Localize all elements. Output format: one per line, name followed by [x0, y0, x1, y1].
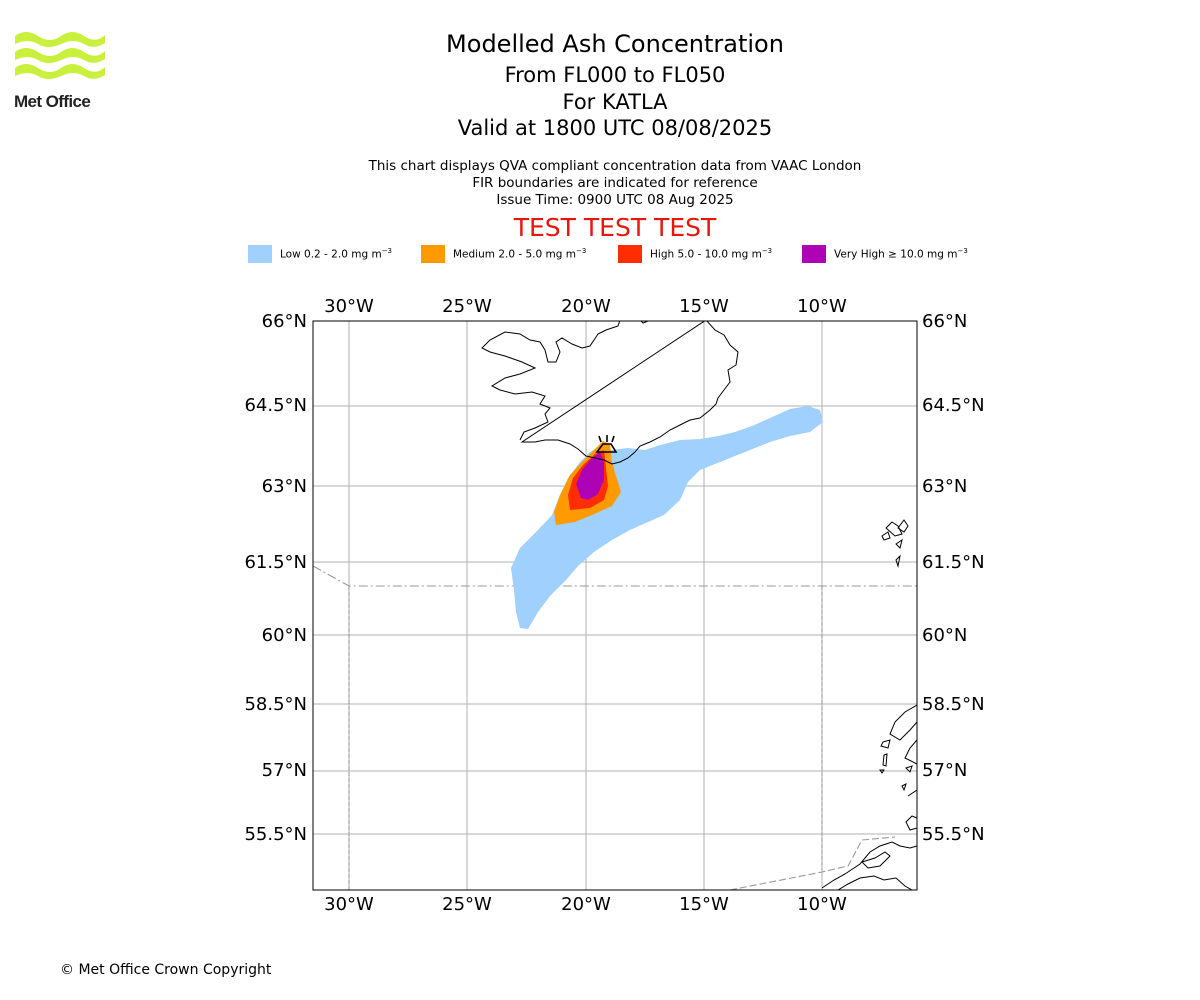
- legend-swatch-medium: [421, 245, 445, 263]
- info-line-compliance: This chart displays QVA compliant concen…: [368, 158, 862, 174]
- svg-text:55.5°N: 55.5°N: [922, 824, 985, 845]
- copyright-notice: © Met Office Crown Copyright: [60, 962, 272, 978]
- coastline-scotland: [879, 704, 917, 831]
- graticule: [313, 321, 917, 890]
- svg-text:57°N: 57°N: [922, 760, 967, 781]
- legend-label-high: High 5.0 - 10.0 mg m: [650, 248, 762, 261]
- info-line-fir: FIR boundaries are indicated for referen…: [472, 175, 758, 191]
- valid-time: Valid at 1800 UTC 08/08/2025: [457, 116, 773, 140]
- svg-text:55.5°N: 55.5°N: [244, 824, 307, 845]
- svg-text:63°N: 63°N: [922, 476, 967, 497]
- svg-text:25°W: 25°W: [442, 296, 492, 317]
- logo-text: Met Office: [14, 92, 91, 111]
- map-frame: [312, 320, 918, 891]
- lon-labels-top: 30°W 25°W 20°W 15°W 10°W: [324, 296, 847, 317]
- lat-labels-right: 66°N 64.5°N 63°N 61.5°N 60°N 58.5°N 57°N…: [922, 311, 985, 845]
- svg-text:58.5°N: 58.5°N: [922, 694, 985, 715]
- legend-label-very-high: Very High ≥ 10.0 mg m: [834, 248, 958, 261]
- svg-text:15°W: 15°W: [679, 296, 729, 317]
- coastline-faroe-islands: [881, 519, 909, 568]
- legend-item-low: Low 0.2 - 2.0 mg m−3: [248, 244, 392, 264]
- legend-item-very-high: Very High ≥ 10.0 mg m−3: [802, 244, 968, 264]
- legend-item-high: High 5.0 - 10.0 mg m−3: [618, 244, 772, 264]
- svg-text:64.5°N: 64.5°N: [244, 395, 307, 416]
- svg-text:63°N: 63°N: [262, 476, 307, 497]
- met-office-logo: Met Office: [14, 30, 108, 112]
- legend-label-medium: Medium 2.0 - 5.0 mg m: [453, 248, 576, 261]
- legend-label-low: Low 0.2 - 2.0 mg m: [280, 248, 382, 261]
- svg-text:61.5°N: 61.5°N: [244, 552, 307, 573]
- legend-swatch-high: [618, 245, 642, 263]
- svg-text:10°W: 10°W: [797, 894, 847, 915]
- svg-text:15°W: 15°W: [679, 894, 729, 915]
- fir-boundaries: [313, 565, 917, 890]
- svg-text:57°N: 57°N: [262, 760, 307, 781]
- svg-text:30°W: 30°W: [324, 894, 374, 915]
- legend-item-medium: Medium 2.0 - 5.0 mg m−3: [421, 244, 586, 264]
- test-banner: TEST TEST TEST: [513, 213, 717, 242]
- katla-volcano-icon: [595, 435, 618, 453]
- met-office-waves-icon: [15, 32, 105, 79]
- svg-text:66°N: 66°N: [262, 311, 307, 332]
- svg-text:10°W: 10°W: [797, 296, 847, 317]
- svg-text:64.5°N: 64.5°N: [922, 395, 985, 416]
- svg-text:60°N: 60°N: [922, 625, 967, 646]
- svg-text:20°W: 20°W: [561, 296, 611, 317]
- legend-swatch-low: [248, 245, 272, 263]
- svg-text:66°N: 66°N: [922, 311, 967, 332]
- flight-level-range: From FL000 to FL050: [504, 63, 726, 87]
- info-line-issue-time: Issue Time: 0900 UTC 08 Aug 2025: [496, 192, 734, 208]
- svg-text:58.5°N: 58.5°N: [244, 694, 307, 715]
- svg-text:25°W: 25°W: [442, 894, 492, 915]
- chart-title: Modelled Ash Concentration: [446, 30, 784, 58]
- svg-text:20°W: 20°W: [561, 894, 611, 915]
- legend-swatch-very-high: [802, 245, 826, 263]
- lon-labels-bottom: 30°W 25°W 20°W 15°W 10°W: [324, 894, 847, 915]
- coastline-ireland: [821, 841, 917, 890]
- ash-region-very-high: [576, 452, 604, 500]
- coastline-iceland: [481, 321, 739, 465]
- svg-text:61.5°N: 61.5°N: [922, 552, 985, 573]
- svg-text:60°N: 60°N: [262, 625, 307, 646]
- svg-text:30°W: 30°W: [324, 296, 374, 317]
- volcano-name: For KATLA: [562, 90, 668, 114]
- lat-labels-left: 66°N 64.5°N 63°N 61.5°N 60°N 58.5°N 57°N…: [244, 311, 307, 845]
